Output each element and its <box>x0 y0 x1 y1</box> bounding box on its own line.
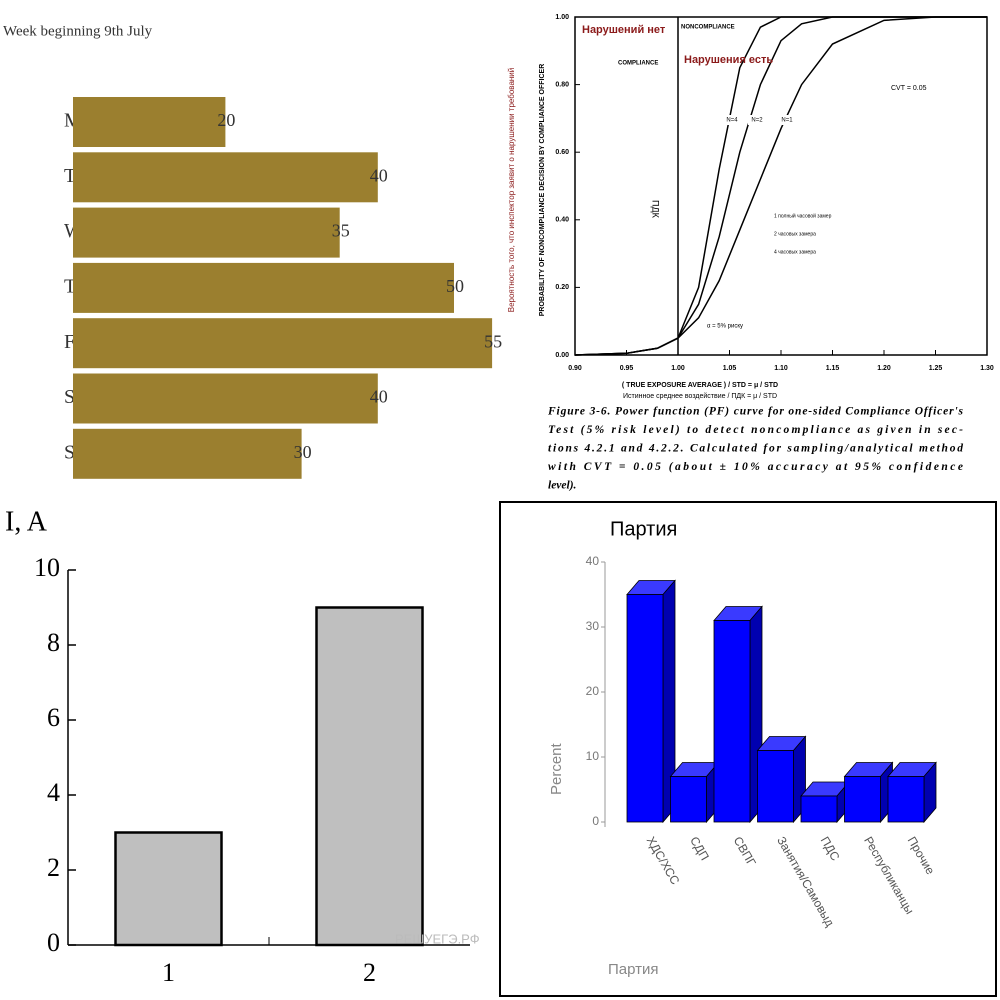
category-label: S <box>64 441 75 463</box>
y-tick-label: 0.80 <box>555 81 569 88</box>
note: 4 часовых замера <box>774 249 816 255</box>
x-tick-label: 1.30 <box>980 365 994 372</box>
y-axis-label: Percent <box>548 742 565 795</box>
category-label: F <box>64 331 75 353</box>
annotation: ПДК <box>651 200 661 219</box>
y-tick-label: 0 <box>47 928 60 957</box>
bar <box>315 606 424 947</box>
x-axis-label: Партия <box>608 961 659 978</box>
annotation: Нарушений нет <box>582 24 666 36</box>
x-tick-label: 1.10 <box>774 365 788 372</box>
series-label: N=4 <box>726 118 738 124</box>
bar <box>73 207 340 258</box>
y-tick-label: 40 <box>586 554 600 568</box>
y-tick-label: 0.60 <box>555 149 569 156</box>
bar <box>114 831 223 947</box>
caption-line: Figure 3-6. Power function (PF) curve fo… <box>547 406 964 418</box>
x-tick-label: 1 <box>162 958 175 987</box>
series-label: N=2 <box>751 118 763 124</box>
value-label: 50 <box>446 276 464 296</box>
x-tick-label: Прочие <box>905 834 938 877</box>
value-label: 20 <box>217 110 235 130</box>
y-tick-label: 2 <box>47 853 60 882</box>
bar <box>73 97 226 147</box>
value-label: 30 <box>294 442 312 462</box>
x-tick-label: 0.95 <box>620 365 634 372</box>
bar <box>800 795 838 823</box>
x-tick-label: 1.15 <box>826 365 840 372</box>
y-tick-label: 10 <box>586 749 600 763</box>
watermark: РЕШУЕГЭ.РФ <box>395 931 480 946</box>
chart-title: Партия <box>610 518 677 540</box>
y-tick-label: 0.40 <box>555 217 569 224</box>
series-line <box>574 16 987 356</box>
x-axis-label: Истинное среднее воздействие / ПДК = μ /… <box>623 392 777 400</box>
y-tick-label: 0.20 <box>555 284 569 291</box>
value-label: 40 <box>370 165 388 185</box>
note: 2 часовых замера <box>774 231 816 237</box>
bar <box>713 620 751 823</box>
series-line <box>574 16 987 356</box>
x-tick-label: ХДС/ХСС <box>644 834 683 887</box>
series-label-bg <box>778 115 796 125</box>
x-tick-label: 1.00 <box>671 365 685 372</box>
y-tick-label: 30 <box>586 619 600 633</box>
series-label: N=1 <box>781 118 793 124</box>
annotation: COMPLIANCE <box>618 61 658 67</box>
plot-frame <box>574 16 988 356</box>
x-tick-label: 1.20 <box>877 365 891 372</box>
x-tick-label: СВПГ <box>731 834 759 869</box>
series-label-bg <box>723 115 741 125</box>
bar <box>73 428 302 479</box>
bar <box>670 776 707 823</box>
caption-line: tions 4.2.1 and 4.2.2. Calculated for sa… <box>548 443 963 455</box>
x-axis-label: ( TRUE EXPOSURE AVERAGE ) / STD = μ / ST… <box>622 382 778 389</box>
y-tick-label: 8 <box>47 628 60 657</box>
x-tick-label: 0.90 <box>568 365 582 372</box>
y-tick-label: 10 <box>34 553 60 582</box>
bar <box>73 318 493 369</box>
annotation: CVT = 0.05 <box>891 85 927 92</box>
x-tick-label: СДП <box>687 834 712 863</box>
annotation: Нарушения есть <box>684 54 773 66</box>
y-axis-label: I, A <box>5 506 48 537</box>
caption-line: Test (5% risk level) to detect noncompli… <box>548 424 963 436</box>
y-tick-label: 4 <box>47 778 60 807</box>
panel-border <box>499 501 997 997</box>
bar <box>73 152 378 203</box>
y-tick-label: 0 <box>592 814 599 828</box>
annotation: NONCOMPLIANCE <box>681 25 735 31</box>
value-label: 55 <box>484 331 502 351</box>
bar <box>73 262 454 313</box>
x-tick-label: ПДС <box>818 834 843 863</box>
value-label: 35 <box>332 221 350 241</box>
series-label-bg <box>748 115 766 125</box>
category-label: S <box>64 386 75 408</box>
caption-line: level). <box>548 480 576 492</box>
y-axis-label: PROBABILITY OF NONCOMPLIANCE DECISION BY… <box>539 64 546 317</box>
bar <box>757 750 794 823</box>
caption-line: with CVT = 0.05 (about ± 10% accuracy at… <box>548 461 963 473</box>
series-line <box>574 16 987 356</box>
y-tick-label: 20 <box>586 684 600 698</box>
y-tick-label: 1.00 <box>555 14 569 21</box>
y-axis-label: Вероятность того, что инспектор заявит о… <box>507 68 516 313</box>
bar <box>73 373 378 424</box>
y-tick-label: 0.00 <box>555 352 569 359</box>
value-label: 40 <box>370 387 388 407</box>
y-tick-label: 6 <box>47 703 60 732</box>
bar <box>844 776 881 823</box>
bar <box>626 594 664 823</box>
bar <box>887 776 925 823</box>
x-tick-label: 1.05 <box>723 365 737 372</box>
x-tick-label: 2 <box>363 958 376 987</box>
x-tick-label: 1.25 <box>929 365 943 372</box>
chart-title: Week beginning 9th July <box>3 23 153 39</box>
annotation: α = 5% риску <box>707 324 743 330</box>
note: 1 полный часовой замер <box>774 212 832 219</box>
